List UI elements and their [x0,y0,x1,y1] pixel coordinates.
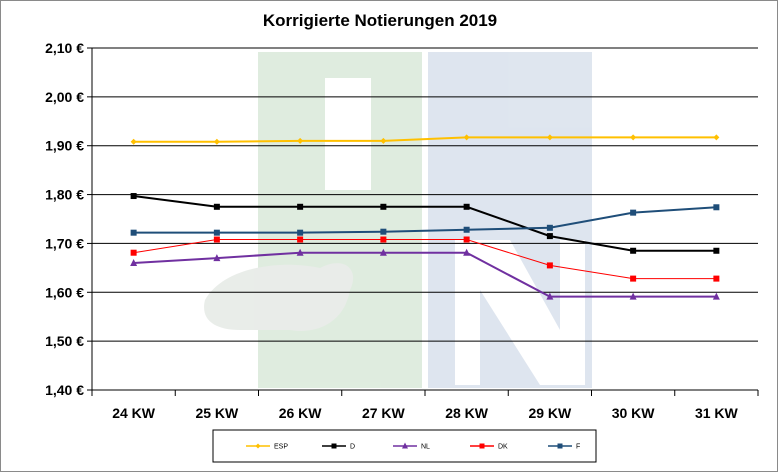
data-point [380,229,386,235]
chart-title: Korrigierte Notierungen 2019 [263,11,497,30]
data-point [713,276,719,282]
data-point [297,237,303,243]
data-point [547,262,553,268]
x-tick-label: 28 KW [445,405,489,421]
x-tick-label: 31 KW [695,405,739,421]
y-tick-label: 2,00 € [45,89,84,105]
data-point [558,444,563,449]
y-tick-label: 1,90 € [45,138,84,154]
data-point [214,204,220,210]
x-tick-label: 27 KW [362,405,406,421]
series-line [134,196,717,251]
data-point [713,248,719,254]
x-tick-label: 30 KW [612,405,656,421]
data-point [547,225,553,231]
data-point [480,444,485,449]
data-point [630,276,636,282]
series-line [134,207,717,232]
y-tick-label: 1,40 € [45,382,84,398]
data-point [464,204,470,210]
series-lines [130,134,720,299]
data-point [464,227,470,233]
line-chart: Korrigierte Notierungen 2019 1,40 € 1,50 … [0,0,778,472]
legend-label: NL [421,444,430,451]
y-tick-label: 1,50 € [45,333,84,349]
legend-label: D [350,444,355,451]
data-point [131,250,137,256]
data-point [713,204,719,210]
data-point [214,230,220,236]
data-point [297,230,303,236]
data-point [630,134,636,140]
data-point [214,237,220,243]
data-point [380,237,386,243]
data-point [380,204,386,210]
data-point [131,193,137,199]
series-esp [131,134,720,144]
legend-label: F [576,444,580,451]
grid-lines [87,48,758,390]
data-point [131,230,137,236]
data-point [547,233,553,239]
isn-watermark-logo [204,52,592,388]
x-tick-label: 24 KW [112,405,156,421]
x-tick-label: 29 KW [528,405,572,421]
y-tick-label: 1,70 € [45,235,84,251]
series-d [131,193,720,254]
data-point [297,204,303,210]
data-point [214,139,220,145]
data-point [630,210,636,216]
y-tick-label: 1,60 € [45,284,84,300]
data-point [713,134,719,140]
data-point [131,139,137,145]
y-axis-ticks: 1,40 € 1,50 € 1,60 € 1,70 € 1,80 € 1,90 € 2,00… [45,40,84,398]
series-line [134,240,717,279]
y-tick-label: 1,80 € [45,187,84,203]
legend-label: DK [498,444,508,451]
y-tick-label: 2,10 € [45,40,84,56]
data-point [630,248,636,254]
data-point [464,237,470,243]
series-line [134,137,717,141]
legend-label: ESP [274,444,288,451]
data-point [332,444,337,449]
x-axis-ticks: 24 KW 25 KW 26 KW 27 KW 28 KW 29 KW 30 KW 31 KW [92,390,758,421]
x-tick-label: 26 KW [279,405,323,421]
x-tick-label: 25 KW [195,405,239,421]
